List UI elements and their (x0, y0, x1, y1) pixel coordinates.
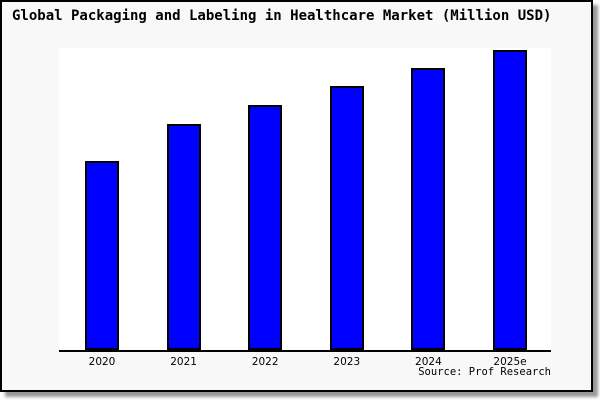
bar-2020 (85, 161, 119, 350)
x-tick-label-2021: 2021 (170, 356, 197, 368)
x-tick-label-2023: 2023 (333, 356, 361, 368)
plot-area (59, 48, 551, 352)
bar-2022 (248, 105, 283, 350)
chart-frame: Global Packaging and Labeling in Healthc… (0, 0, 593, 392)
x-tick-label-2025e: 2025e (493, 356, 527, 368)
bar-2024 (411, 68, 446, 350)
x-tick-label-2024: 2024 (415, 356, 442, 368)
bar-2025e (493, 50, 527, 350)
x-tick-label-2022: 2022 (251, 356, 279, 368)
chart-title: Global Packaging and Labeling in Healthc… (12, 8, 552, 24)
bar-2023 (329, 86, 364, 350)
source-label: Source: Prof Research (418, 366, 551, 378)
x-tick-label-2020: 2020 (88, 356, 116, 368)
bar-2021 (166, 124, 201, 350)
